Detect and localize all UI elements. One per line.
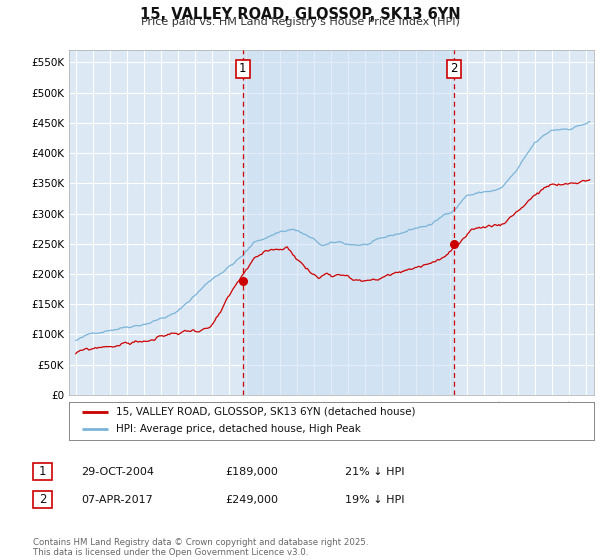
Text: 29-OCT-2004: 29-OCT-2004 bbox=[81, 466, 154, 477]
Text: Contains HM Land Registry data © Crown copyright and database right 2025.
This d: Contains HM Land Registry data © Crown c… bbox=[33, 538, 368, 557]
Text: HPI: Average price, detached house, High Peak: HPI: Average price, detached house, High… bbox=[116, 424, 361, 435]
Text: 15, VALLEY ROAD, GLOSSOP, SK13 6YN (detached house): 15, VALLEY ROAD, GLOSSOP, SK13 6YN (deta… bbox=[116, 407, 416, 417]
Text: Price paid vs. HM Land Registry's House Price Index (HPI): Price paid vs. HM Land Registry's House … bbox=[140, 17, 460, 27]
Text: £189,000: £189,000 bbox=[225, 466, 278, 477]
Text: 07-APR-2017: 07-APR-2017 bbox=[81, 494, 153, 505]
Text: 19% ↓ HPI: 19% ↓ HPI bbox=[345, 494, 404, 505]
Text: 21% ↓ HPI: 21% ↓ HPI bbox=[345, 466, 404, 477]
Text: 1: 1 bbox=[239, 63, 247, 76]
Text: £249,000: £249,000 bbox=[225, 494, 278, 505]
Text: 2: 2 bbox=[39, 493, 46, 506]
Bar bbox=[243, 50, 454, 395]
Text: 2: 2 bbox=[451, 63, 458, 76]
Text: 1: 1 bbox=[39, 465, 46, 478]
Text: 15, VALLEY ROAD, GLOSSOP, SK13 6YN: 15, VALLEY ROAD, GLOSSOP, SK13 6YN bbox=[140, 7, 460, 22]
